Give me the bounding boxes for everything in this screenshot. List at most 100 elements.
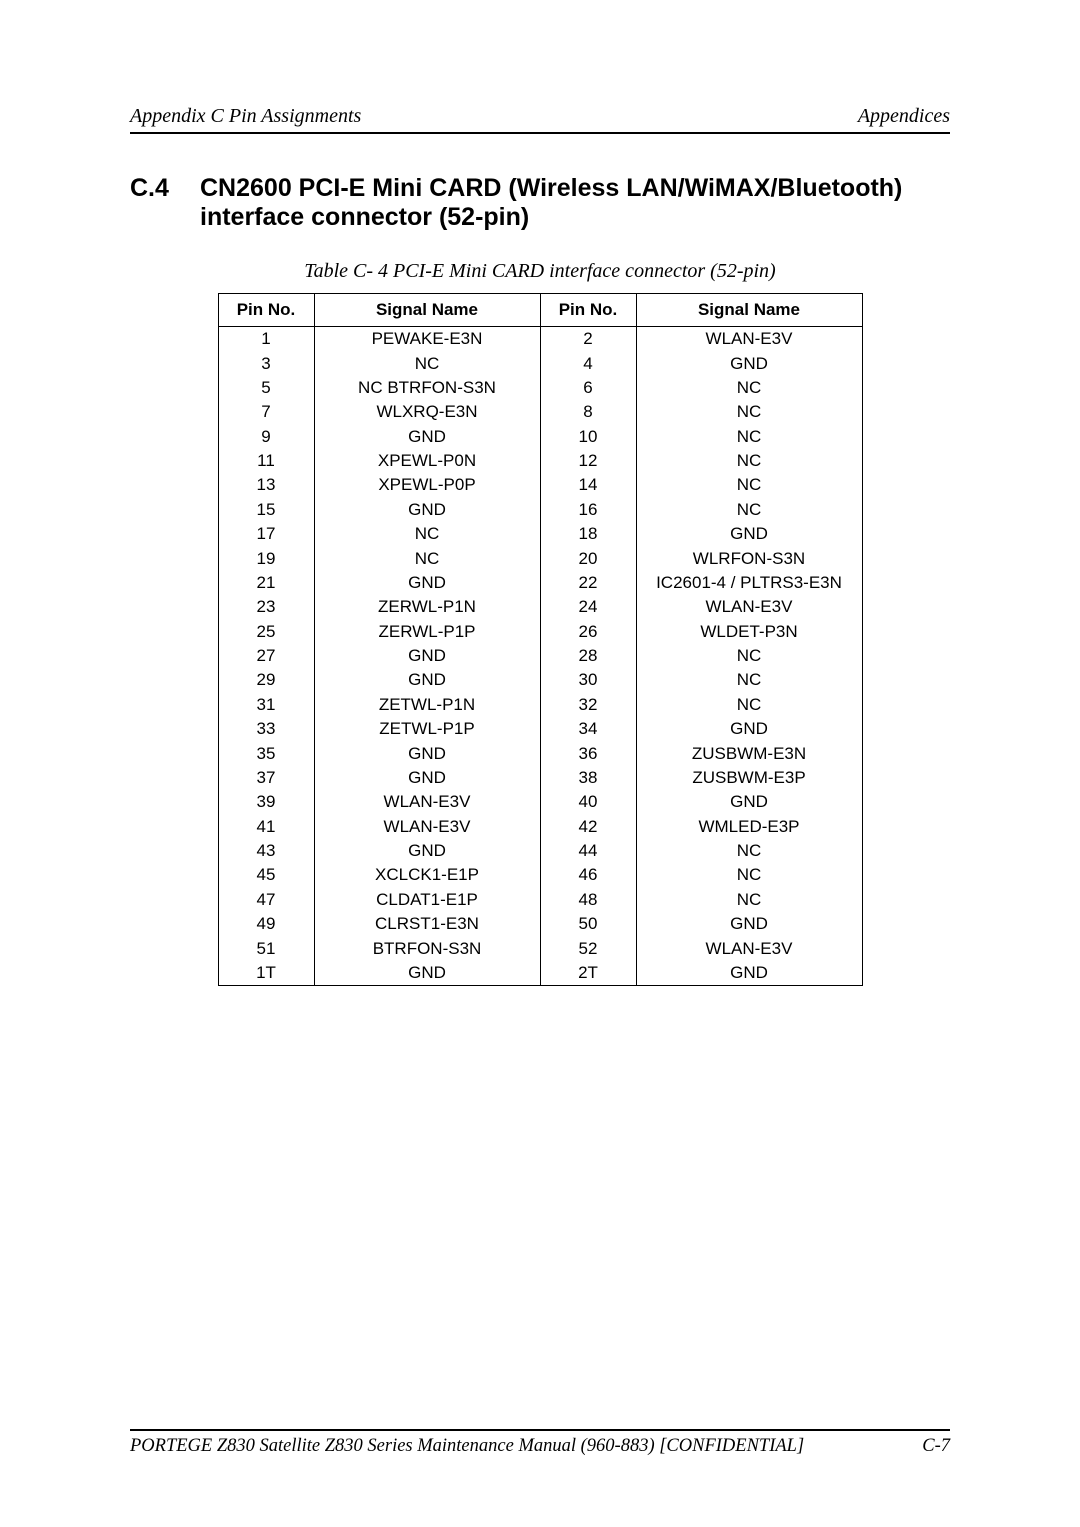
- table-row: 25ZERWL-P1P26WLDET-P3N: [218, 620, 862, 644]
- table-cell: CLRST1-E3N: [314, 912, 540, 936]
- table-cell: NC: [636, 400, 862, 424]
- table-row: 45XCLCK1-E1P46NC: [218, 863, 862, 887]
- table-row: 33ZETWL-P1P34GND: [218, 717, 862, 741]
- table-cell: 46: [540, 863, 636, 887]
- table-row: 3NC4GND: [218, 351, 862, 375]
- table-cell: 21: [218, 571, 314, 595]
- table-cell: 51: [218, 936, 314, 960]
- table-cell: 3: [218, 351, 314, 375]
- table-cell: WLAN-E3V: [636, 327, 862, 352]
- table-row: 35GND36ZUSBWM-E3N: [218, 741, 862, 765]
- table-cell: 39: [218, 790, 314, 814]
- table-cell: 35: [218, 741, 314, 765]
- table-cell: GND: [314, 839, 540, 863]
- table-cell: WLAN-E3V: [314, 815, 540, 839]
- table-cell: 27: [218, 644, 314, 668]
- table-row: 1PEWAKE-E3N2WLAN-E3V: [218, 327, 862, 352]
- table-cell: WLAN-E3V: [314, 790, 540, 814]
- table-cell: NC: [636, 668, 862, 692]
- footer-row: PORTEGE Z830 Satellite Z830 Series Maint…: [130, 1436, 950, 1457]
- table-cell: 52: [540, 936, 636, 960]
- header-left: Appendix C Pin Assignments: [130, 105, 361, 128]
- table-cell: XPEWL-P0P: [314, 473, 540, 497]
- table-row: 51BTRFON-S3N52WLAN-E3V: [218, 936, 862, 960]
- table-cell: NC BTRFON-S3N: [314, 376, 540, 400]
- table-row: 39WLAN-E3V40GND: [218, 790, 862, 814]
- table-cell: 22: [540, 571, 636, 595]
- table-caption: Table C- 4 PCI-E Mini CARD interface con…: [130, 260, 950, 283]
- table-cell: 17: [218, 522, 314, 546]
- footer-left: PORTEGE Z830 Satellite Z830 Series Maint…: [130, 1436, 804, 1457]
- table-cell: WMLED-E3P: [636, 815, 862, 839]
- table-row: 1TGND2TGND: [218, 961, 862, 986]
- table-cell: GND: [314, 498, 540, 522]
- table-cell: 6: [540, 376, 636, 400]
- table-row: 19NC20WLRFON-S3N: [218, 546, 862, 570]
- table-cell: WLDET-P3N: [636, 620, 862, 644]
- table-cell: 33: [218, 717, 314, 741]
- table-cell: 29: [218, 668, 314, 692]
- table-cell: WLAN-E3V: [636, 595, 862, 619]
- table-cell: ZETWL-P1N: [314, 693, 540, 717]
- table-cell: 41: [218, 815, 314, 839]
- table-cell: 26: [540, 620, 636, 644]
- table-cell: 32: [540, 693, 636, 717]
- table-cell: 50: [540, 912, 636, 936]
- table-cell: GND: [636, 912, 862, 936]
- table-cell: NC: [636, 888, 862, 912]
- table-cell: WLRFON-S3N: [636, 546, 862, 570]
- table-cell: GND: [314, 644, 540, 668]
- table-cell: NC: [636, 644, 862, 668]
- table-cell: GND: [636, 961, 862, 986]
- table-cell: 31: [218, 693, 314, 717]
- table-cell: NC: [636, 863, 862, 887]
- footer-right: C-7: [922, 1436, 950, 1457]
- table-cell: 48: [540, 888, 636, 912]
- table-cell: 20: [540, 546, 636, 570]
- table-row: 5NC BTRFON-S3N6NC: [218, 376, 862, 400]
- table-cell: 2T: [540, 961, 636, 986]
- section-title: CN2600 PCI-E Mini CARD (Wireless LAN/WiM…: [200, 174, 950, 232]
- table-cell: NC: [314, 546, 540, 570]
- table-cell: GND: [314, 741, 540, 765]
- table-cell: ZERWL-P1P: [314, 620, 540, 644]
- table-row: 43GND44NC: [218, 839, 862, 863]
- table-row: 17NC18GND: [218, 522, 862, 546]
- table-cell: 38: [540, 766, 636, 790]
- table-cell: 2: [540, 327, 636, 352]
- table-cell: ZUSBWM-E3P: [636, 766, 862, 790]
- table-cell: 9: [218, 425, 314, 449]
- table-cell: NC: [636, 376, 862, 400]
- page-footer: PORTEGE Z830 Satellite Z830 Series Maint…: [130, 1429, 950, 1457]
- header-right: Appendices: [858, 105, 950, 128]
- table-cell: CLDAT1-E1P: [314, 888, 540, 912]
- table-cell: 1T: [218, 961, 314, 986]
- table-cell: 4: [540, 351, 636, 375]
- table-cell: 47: [218, 888, 314, 912]
- table-cell: GND: [636, 790, 862, 814]
- table-cell: 28: [540, 644, 636, 668]
- document-page: Appendix C Pin Assignments Appendices C.…: [0, 0, 1080, 1527]
- table-cell: 13: [218, 473, 314, 497]
- table-cell: GND: [314, 668, 540, 692]
- table-cell: GND: [314, 571, 540, 595]
- footer-rule: [130, 1429, 950, 1431]
- table-cell: XPEWL-P0N: [314, 449, 540, 473]
- table-header-cell: Pin No.: [540, 294, 636, 327]
- table-cell: ZERWL-P1N: [314, 595, 540, 619]
- table-cell: 19: [218, 546, 314, 570]
- table-header-cell: Pin No.: [218, 294, 314, 327]
- table-row: 23ZERWL-P1N24WLAN-E3V: [218, 595, 862, 619]
- table-cell: WLXRQ-E3N: [314, 400, 540, 424]
- table-cell: 36: [540, 741, 636, 765]
- table-cell: 11: [218, 449, 314, 473]
- table-cell: 25: [218, 620, 314, 644]
- table-row: 47CLDAT1-E1P48NC: [218, 888, 862, 912]
- table-cell: 30: [540, 668, 636, 692]
- table-cell: GND: [314, 961, 540, 986]
- table-cell: WLAN-E3V: [636, 936, 862, 960]
- table-cell: GND: [314, 425, 540, 449]
- table-cell: XCLCK1-E1P: [314, 863, 540, 887]
- table-row: 9GND10NC: [218, 425, 862, 449]
- table-cell: 45: [218, 863, 314, 887]
